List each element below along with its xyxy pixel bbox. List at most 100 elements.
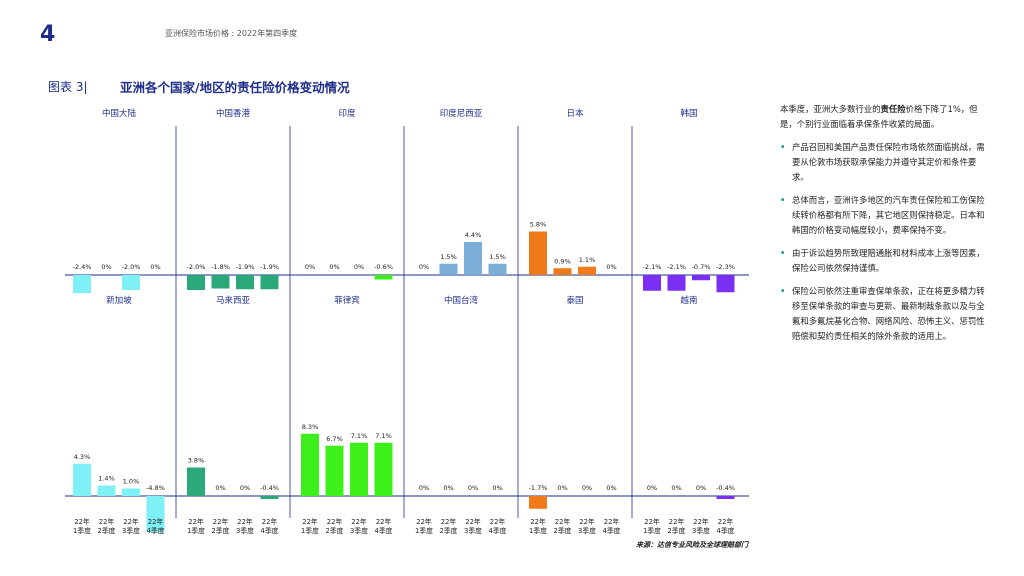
bar (260, 496, 279, 499)
data-label: -4.8% (146, 484, 165, 492)
category-label: 22年 (351, 517, 367, 526)
data-label: 4.4% (465, 231, 482, 239)
data-label: 7.1% (351, 432, 368, 440)
bar (553, 268, 572, 275)
data-label: -1.7% (529, 484, 548, 492)
panel-title: 越南 (680, 295, 697, 306)
category-label: 22年 (579, 517, 595, 526)
data-label: -1.9% (260, 263, 279, 271)
category-label: 22年 (148, 517, 164, 526)
panel-title: 中国香港 (216, 108, 251, 119)
category-label: 22年 (99, 517, 115, 526)
category-label: 22年 (376, 517, 392, 526)
category-label: 22年 (74, 517, 90, 526)
category-label: 22年 (237, 517, 253, 526)
bullet-icon: • (780, 286, 786, 296)
data-label: 0% (468, 484, 478, 492)
category-label: 4季度 (603, 526, 621, 535)
data-label: 5.8% (530, 221, 547, 229)
category-label: 22年 (644, 517, 660, 526)
data-label: 0% (606, 263, 616, 271)
bar (187, 275, 205, 290)
data-label: -2.0% (187, 263, 206, 271)
panel-title: 印度 (338, 108, 356, 119)
bar (667, 275, 686, 291)
bar (146, 496, 165, 532)
category-label: 22年 (530, 517, 546, 526)
commentary-panel: 本季度，亚洲大多数行业的责任险价格下降了1%，但是，个别行业面临着承保条件收紧的… (780, 102, 988, 352)
figure-label: 图表 3| (48, 80, 88, 94)
bar (374, 275, 393, 280)
data-label: 0% (582, 484, 592, 492)
bar (122, 488, 140, 496)
data-label: 0% (101, 263, 111, 271)
bar (73, 463, 91, 496)
bar (73, 275, 91, 293)
category-label: 22年 (123, 517, 139, 526)
figure-title: 亚洲各个国家/地区的责任险价格变动情况 (120, 80, 350, 95)
category-label: 22年 (213, 517, 229, 526)
bar (464, 242, 482, 275)
category-label: 1季度 (643, 526, 661, 535)
category-label: 2季度 (326, 526, 344, 535)
category-label: 22年 (490, 517, 506, 526)
panel-title: 中国台湾 (444, 295, 479, 306)
data-label: 3.8% (188, 457, 205, 465)
data-label: 0% (150, 263, 160, 271)
bar (97, 485, 116, 496)
data-label: -0.6% (374, 263, 393, 271)
bar (439, 263, 458, 275)
category-label: 3季度 (122, 526, 140, 535)
category-label: 1季度 (187, 526, 205, 535)
data-label: 0% (329, 263, 339, 271)
bar (325, 445, 344, 496)
data-label: 0% (671, 484, 681, 492)
category-label: 22年 (416, 517, 432, 526)
data-label: -0.4% (716, 484, 735, 492)
bar (187, 467, 205, 496)
commentary-bullet: • 总体而言，亚洲许多地区的汽车责任保险和工伤保险续转价格都有所下降，其它地区则保… (780, 195, 985, 235)
panel-title: 新加坡 (106, 295, 132, 306)
commentary-bullet: • 保险公司依然注重审查保单条款，正在将更多精力转移至保单条款的审查与更新、最新制… (780, 286, 985, 341)
data-label: 8.3% (302, 423, 319, 431)
category-label: 2季度 (440, 526, 458, 535)
data-label: -2.1% (667, 263, 686, 271)
commentary-intro: 本季度，亚洲大多数行业的责任险价格下降了1%，但是，个别行业面临着承保条件收紧的… (780, 104, 978, 129)
category-label: 1季度 (73, 526, 91, 535)
data-label: 0% (696, 484, 706, 492)
category-label: 22年 (302, 517, 318, 526)
data-label: 1.5% (489, 253, 506, 261)
panel-title: 中国大陆 (102, 108, 137, 119)
bar (716, 275, 735, 293)
data-label: 0% (240, 484, 250, 492)
data-label: 1.5% (440, 253, 457, 261)
commentary-bullet: • 产品召回和美国产品责任保险市场依然面临挑战，需要从伦敦市场获取承保能力并遵守其… (780, 142, 985, 182)
category-label: 22年 (718, 517, 734, 526)
category-label: 3季度 (692, 526, 710, 535)
data-label: 7.1% (375, 432, 392, 440)
panel-title: 印度尼西亚 (440, 108, 483, 119)
data-label: -2.0% (122, 263, 141, 271)
category-label: 4季度 (147, 526, 165, 535)
category-label: 3季度 (236, 526, 254, 535)
bar (716, 496, 735, 499)
bar (260, 275, 279, 290)
bullet-icon: • (780, 248, 786, 258)
category-label: 22年 (555, 517, 571, 526)
bar (350, 442, 368, 496)
bar (211, 275, 230, 289)
category-label: 4季度 (489, 526, 507, 535)
data-label: 0% (557, 484, 567, 492)
category-label: 22年 (693, 517, 709, 526)
bar (529, 231, 547, 275)
category-label: 1季度 (415, 526, 433, 535)
bar (692, 275, 710, 281)
bar (578, 266, 596, 275)
panel-title: 泰国 (566, 295, 583, 306)
category-label: 22年 (441, 517, 457, 526)
category-label: 22年 (327, 517, 343, 526)
page-number: 4 (40, 22, 56, 47)
data-label: 0% (419, 484, 429, 492)
bullet-icon: • (780, 195, 786, 205)
category-label: 2季度 (668, 526, 686, 535)
